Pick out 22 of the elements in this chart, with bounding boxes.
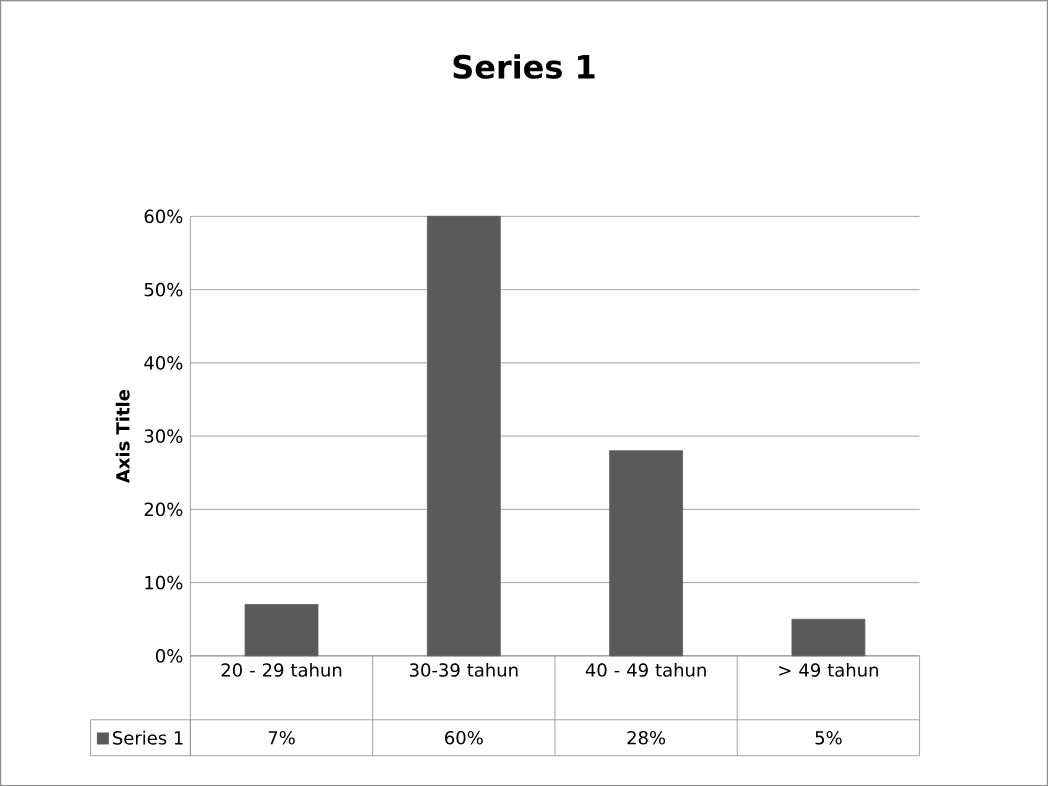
x-tick-label: 20 - 29 tahun: [221, 662, 342, 677]
data-label: 60%: [445, 730, 483, 745]
y-axis-title: Axis Title: [115, 389, 130, 483]
y-tick-label: 10%: [145, 575, 183, 590]
x-tick-label: 40 - 49 tahun: [585, 662, 706, 677]
chart-title: Series 1: [453, 54, 595, 79]
x-tick-label: > 49 tahun: [779, 662, 878, 677]
data-label: 7%: [268, 730, 295, 745]
bar: [609, 450, 683, 657]
data-label: 28%: [627, 730, 666, 745]
y-tick-label: 50%: [144, 282, 183, 297]
y-tick-label: 20%: [144, 502, 183, 516]
x-tick-label: 30-39 tahun: [409, 662, 518, 677]
y-tick-label: 60%: [144, 209, 183, 224]
y-tick-label: 30%: [144, 429, 183, 443]
legend-label: Series 1: [113, 730, 183, 745]
y-tick-label: 40%: [144, 355, 183, 370]
y-tick-label: 0%: [155, 648, 183, 663]
bar: [426, 215, 501, 657]
bar: [791, 618, 866, 657]
bar: [244, 604, 319, 657]
data-label: 5%: [815, 730, 842, 745]
